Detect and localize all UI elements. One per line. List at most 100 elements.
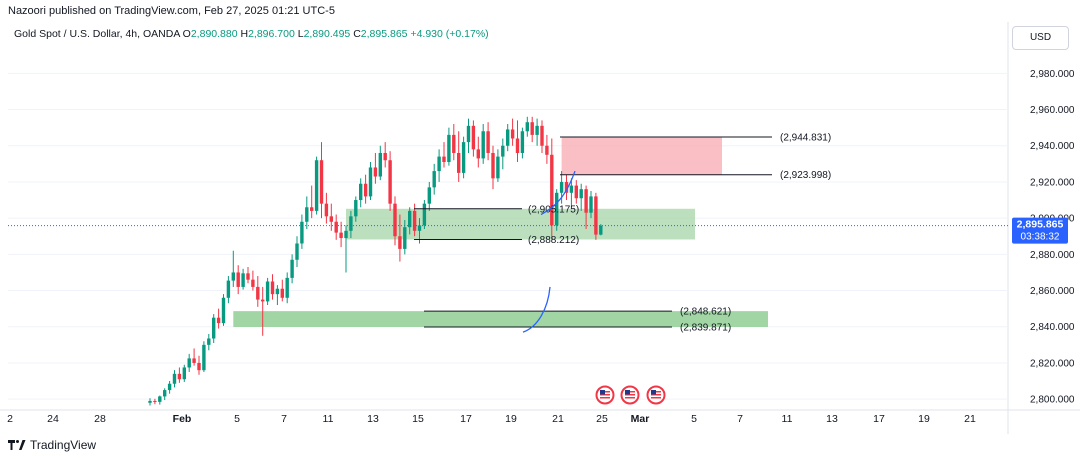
candle-body (466, 125, 471, 143)
candle-body (461, 142, 466, 173)
candle-body (506, 129, 510, 146)
candle-body (295, 243, 299, 260)
candle-body (486, 131, 490, 153)
x-tick-label: 5 (234, 413, 240, 425)
demand-zone-upper (346, 208, 695, 240)
tradingview-footer[interactable]: TradingView (8, 438, 96, 452)
change-value: +4.930 (+0.17%) (410, 28, 489, 40)
level-label: (2,923.998) (780, 170, 831, 181)
flag-stripe (625, 391, 635, 393)
flag-field (625, 390, 635, 400)
drawn-curve (522, 286, 551, 333)
candle-body (329, 216, 333, 222)
candle-body (408, 210, 412, 228)
event-layer (595, 385, 666, 405)
candle-body (280, 288, 284, 298)
candle-body (226, 280, 231, 298)
candle-body (545, 145, 549, 155)
candle-body (339, 232, 343, 239)
flag-field (600, 390, 610, 400)
candle-body (569, 185, 574, 193)
low-value: 2,890.495 (303, 28, 351, 40)
candle-body (550, 154, 554, 226)
candle-body (310, 207, 314, 211)
candle-body (589, 196, 593, 213)
flag-stripe (651, 394, 661, 396)
candle-body (192, 358, 196, 363)
level-label: (2,839.871) (680, 322, 731, 333)
flag-stripe (625, 397, 635, 399)
high-value: 2,896.700 (248, 28, 295, 40)
drawn-curve (540, 170, 576, 216)
x-tick-label: 7 (737, 413, 743, 425)
flag-ring (646, 385, 666, 405)
y-tick-label: 2,920.000 (1030, 177, 1075, 188)
x-tick-label: 19 (505, 413, 517, 425)
symbol-legend[interactable]: Gold Spot / U.S. Dollar, 4h, OANDA O2,89… (14, 28, 489, 40)
candle-body (359, 183, 363, 201)
candle-body (535, 125, 539, 135)
candle-body (158, 396, 162, 402)
candle-body (207, 338, 211, 345)
candle-body (236, 272, 240, 287)
candle-body (172, 373, 177, 384)
level-label: (2,905.175) (528, 204, 579, 215)
candle-body (221, 297, 226, 324)
candle-body (354, 200, 358, 217)
x-tick-label: 21 (964, 413, 976, 425)
candle-body (574, 185, 578, 199)
candle-body (368, 167, 373, 197)
candle-body (427, 187, 431, 204)
candle-body (216, 317, 221, 324)
candle-body (540, 125, 544, 146)
candle-body (471, 125, 476, 150)
us-flag-icon (620, 385, 640, 405)
x-tick-label: 24 (47, 413, 59, 425)
candle-body (177, 373, 182, 380)
x-tick-label: 13 (367, 413, 379, 425)
candle-body (163, 390, 167, 397)
candle-body (270, 281, 275, 295)
candle-body (383, 152, 387, 161)
x-tick-label: 7 (281, 413, 287, 425)
candle-body (457, 152, 461, 173)
x-tick-label: Mar (631, 413, 650, 425)
candle-body (579, 189, 583, 199)
close-value: 2,895.865 (360, 28, 408, 40)
x-tick-label: 19 (918, 413, 930, 425)
candle-body (559, 181, 564, 193)
x-tick-label: 15 (412, 413, 424, 425)
candle-body (555, 192, 559, 226)
annotation-layer: (2,944.831) (2,923.998) (2,905.175) (2,888.… (8, 132, 1008, 333)
candle-body (417, 225, 422, 231)
zone-layer (233, 136, 769, 327)
candle-body (314, 160, 319, 211)
candle-body (197, 362, 201, 371)
candle-body (393, 203, 397, 237)
high-label: H (240, 28, 249, 40)
candle-body (285, 277, 289, 298)
candle-body (378, 152, 382, 177)
x-tick-label: 5 (691, 413, 697, 425)
flag-stripe (600, 397, 610, 399)
flag-stripe (651, 391, 661, 393)
candle-body (515, 138, 520, 153)
candle-body (525, 122, 529, 132)
currency-selector[interactable]: USD (1012, 26, 1069, 50)
candle-body (496, 156, 500, 179)
flag-canton (651, 390, 656, 395)
candle-body (373, 167, 378, 177)
candle-body (491, 152, 495, 179)
x-tick-label: 28 (94, 413, 106, 425)
candle-body (584, 189, 588, 213)
candle-body (246, 273, 250, 280)
x-tick-label: 25 (596, 413, 608, 425)
candle-body (476, 149, 480, 159)
publish-caption: Nazoori published on TradingView.com, Fe… (8, 5, 335, 17)
price-badge-countdown: 03:38:32 (1021, 232, 1060, 243)
candle-body (594, 196, 598, 235)
candle-body (167, 383, 172, 391)
